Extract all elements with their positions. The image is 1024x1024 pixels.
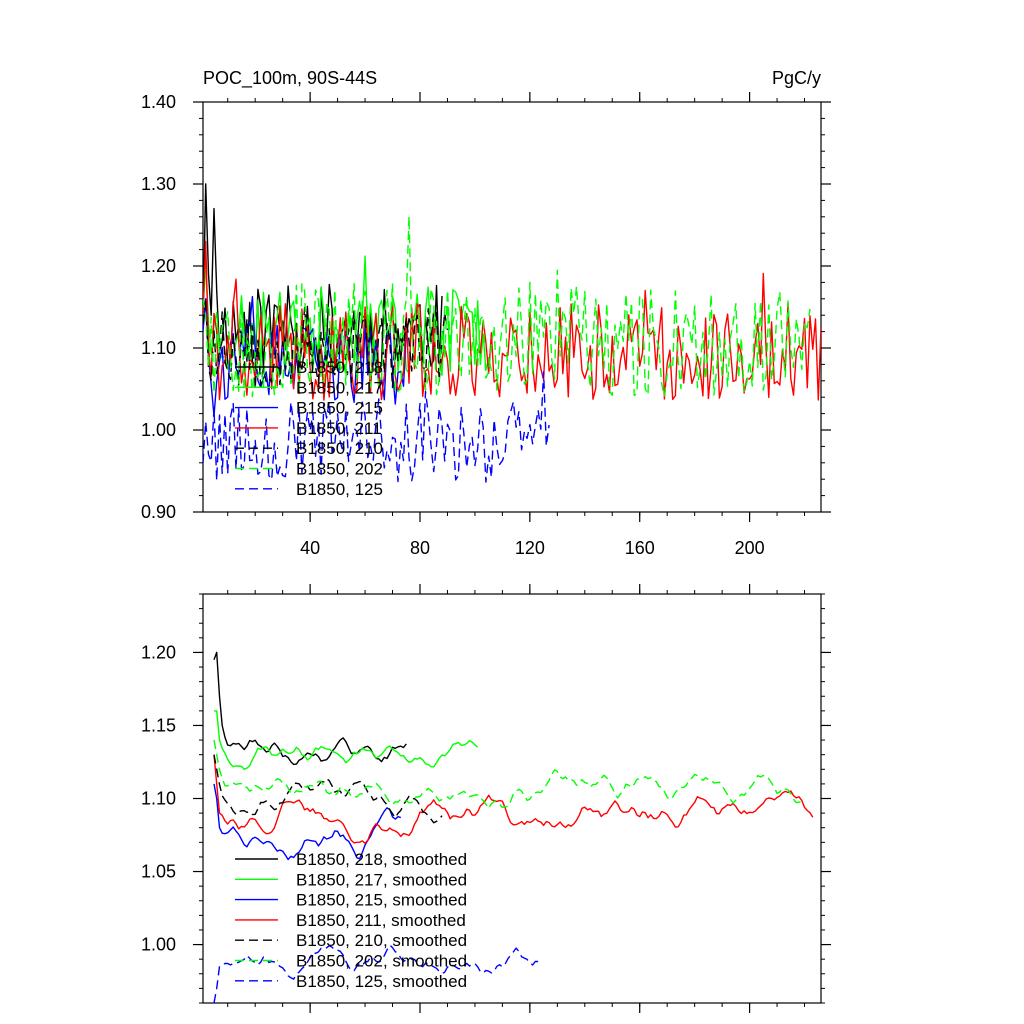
legend-label: B1850, 218, smoothed xyxy=(296,850,467,869)
y-tick-label: 1.20 xyxy=(141,256,176,276)
legend-label: B1850, 215 xyxy=(296,399,383,418)
series-line-b1850-202-smoothed xyxy=(213,739,802,810)
series-line-b1850-210 xyxy=(203,298,449,389)
x-tick-label: 160 xyxy=(625,538,655,558)
y-tick-label: 1.05 xyxy=(141,862,176,882)
y-tick-label: 1.30 xyxy=(141,174,176,194)
y-tick-label: 1.20 xyxy=(141,642,176,662)
series-line-b1850-218-smoothed xyxy=(213,651,407,766)
y-tick-label: 1.40 xyxy=(141,92,176,112)
series-line-b1850-210-smoothed xyxy=(213,754,443,824)
legend-label: B1850, 202 xyxy=(296,460,383,479)
series-line-b1850-211 xyxy=(203,240,821,401)
series-line-b1850-215-smoothed xyxy=(213,783,402,861)
legend-label: B1850, 125, smoothed xyxy=(296,972,467,991)
bottom-panel: 1.00 1.05 1.10 1.15 1.20 B1850, 218, smoothed… xyxy=(141,584,831,1013)
legend-label: B1850, 217 xyxy=(296,378,383,397)
top-panel-title: POC_100m, 90S-44S xyxy=(203,68,377,89)
legend-label: B1850, 210 xyxy=(296,439,383,458)
legend-label: B1850, 217, smoothed xyxy=(296,870,467,889)
legend-label: B1850, 210, smoothed xyxy=(296,931,467,950)
x-tick-label: 200 xyxy=(735,538,765,558)
y-tick-label: 1.10 xyxy=(141,338,176,358)
series-group xyxy=(213,651,814,1003)
series-line-b1850-202 xyxy=(203,215,811,398)
legend-label: B1850, 211 xyxy=(296,419,382,438)
legend-label: B1850, 218 xyxy=(296,358,383,377)
y-tick-label: 1.00 xyxy=(141,935,176,955)
x-tick-label: 80 xyxy=(410,538,430,558)
x-tick-label: 40 xyxy=(300,538,320,558)
legend-label: B1850, 215, smoothed xyxy=(296,891,467,910)
series-line-b1850-217-smoothed xyxy=(214,710,479,770)
top-panel: 40 80 120 160 200 0.90 1.00 1.10 1.20 1.30 1.40 B18… xyxy=(141,92,831,558)
top-panel-units: PgC/y xyxy=(772,68,821,88)
series-line-b1850-211-smoothed xyxy=(213,754,814,844)
legend-label: B1850, 125 xyxy=(296,480,383,499)
y-tick-label: 1.10 xyxy=(141,789,176,809)
legend-label: B1850, 202, smoothed xyxy=(296,952,467,971)
y-tick-label: 1.15 xyxy=(141,715,176,735)
legend-label: B1850, 211, smoothed xyxy=(296,911,466,930)
y-tick-label: 1.00 xyxy=(141,420,176,440)
x-tick-label: 120 xyxy=(515,538,545,558)
y-tick-label: 0.90 xyxy=(141,502,176,522)
series-group xyxy=(203,183,821,483)
